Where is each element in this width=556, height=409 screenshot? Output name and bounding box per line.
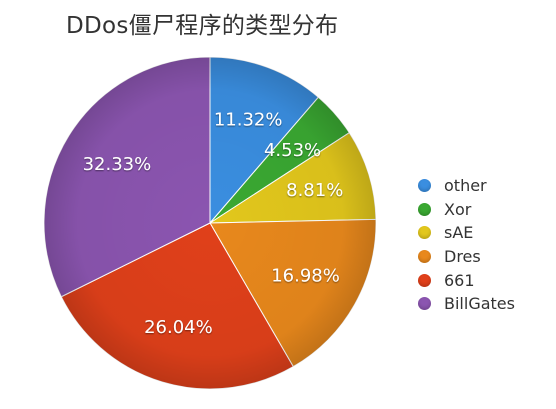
- legend-label: Xor: [444, 199, 472, 219]
- slice-value-label-661: 26.04%: [144, 317, 213, 338]
- slice-value-label-sae: 8.81%: [286, 180, 343, 201]
- legend-label: 661: [444, 270, 475, 290]
- legend-item-billgates: BillGates: [418, 292, 515, 316]
- legend-swatch: [418, 273, 431, 287]
- chart-title: DDos僵尸程序的类型分布: [66, 13, 339, 39]
- legend-item-xor: Xor: [418, 198, 515, 222]
- slice-value-label-dres: 16.98%: [271, 266, 340, 287]
- legend: other Xor sAE Dres 661 BillGates: [418, 174, 515, 316]
- legend-item-661: 661: [418, 268, 515, 292]
- legend-label: Dres: [444, 247, 481, 267]
- legend-label: sAE: [444, 223, 474, 243]
- legend-item-other: other: [418, 174, 515, 198]
- legend-item-sae: sAE: [418, 221, 515, 245]
- slice-value-label-other: 11.32%: [214, 109, 283, 130]
- slice-value-label-xor: 4.53%: [264, 140, 321, 161]
- slice-value-label-billgates: 32.33%: [83, 154, 152, 175]
- legend-swatch: [418, 179, 431, 193]
- legend-swatch: [418, 226, 431, 240]
- legend-label: other: [444, 176, 487, 196]
- legend-swatch: [418, 250, 431, 264]
- legend-label: BillGates: [444, 294, 515, 314]
- legend-swatch: [418, 297, 431, 311]
- legend-swatch: [418, 202, 431, 216]
- legend-item-dres: Dres: [418, 245, 515, 269]
